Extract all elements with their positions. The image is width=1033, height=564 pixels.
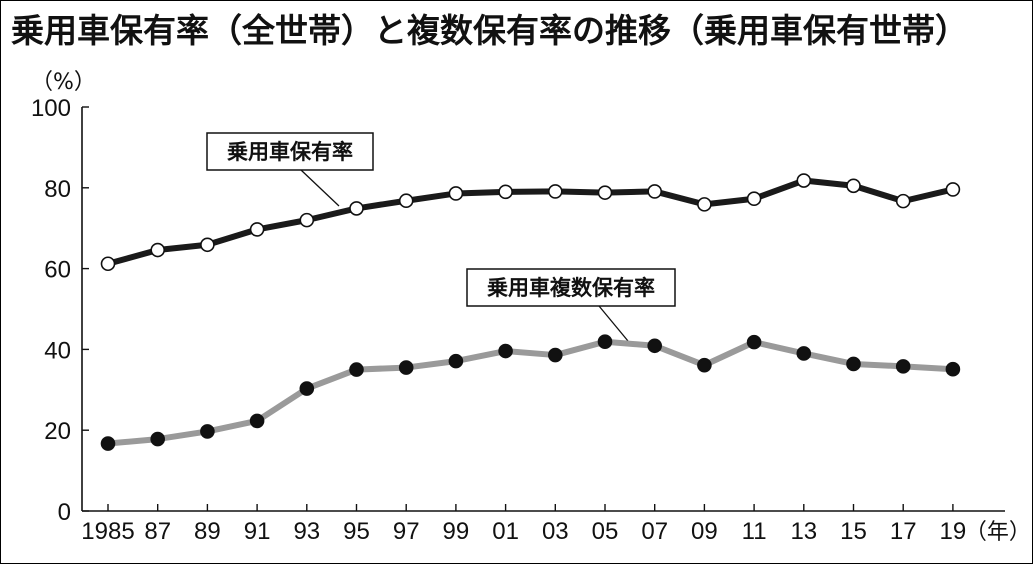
x-tick-label: 01 [492, 518, 519, 545]
x-tick-label: 17 [890, 518, 917, 545]
x-unit-label: （年） [965, 520, 1031, 545]
x-tick-label: 95 [343, 518, 370, 545]
multiple-ownership-rate-label: 乗用車複数保有率 [487, 276, 655, 300]
data-point-series-2 [945, 361, 961, 377]
ownership-rate-label-box [206, 132, 374, 171]
data-point-series-2 [647, 338, 663, 354]
y-tick-label: 0 [58, 499, 71, 526]
x-tick-label: 93 [293, 518, 320, 545]
data-point-series-1 [697, 197, 712, 212]
data-point-series-1 [597, 185, 613, 200]
chart-title: 乗用車保有率（全世帯）と複数保有率の推移（乗用車保有世帯） [11, 11, 968, 50]
data-point-series-2 [249, 413, 265, 429]
data-point-series-2 [349, 362, 364, 377]
x-tick-label: 19 [940, 518, 967, 545]
data-point-series-2 [547, 347, 563, 363]
x-tick-label: 03 [542, 518, 569, 545]
y-unit-label: （%） [31, 70, 96, 95]
data-point-series-2 [597, 334, 613, 350]
data-point-series-1 [100, 256, 116, 272]
data-point-series-2 [746, 334, 762, 350]
data-point-series-1 [647, 184, 663, 199]
data-point-series-1 [299, 212, 315, 228]
x-tick-label: 07 [641, 518, 668, 545]
x-tick-label: 13 [790, 518, 817, 545]
data-point-series-2 [796, 346, 812, 361]
data-point-series-1 [547, 184, 563, 199]
data-point-series-1 [945, 182, 961, 197]
y-tick-label: 40 [44, 337, 71, 364]
data-point-series-2 [846, 356, 861, 372]
data-point-series-1 [398, 193, 414, 209]
data-point-series-2 [398, 360, 414, 375]
y-tick-label: 80 [44, 176, 71, 203]
multiple-ownership-rate-label-box [466, 268, 676, 307]
data-point-series-2 [498, 343, 513, 359]
y-tick-label: 60 [44, 257, 71, 284]
data-point-series-2 [895, 359, 911, 374]
x-tick-label: 91 [244, 518, 271, 545]
x-tick-label: 15 [840, 518, 867, 545]
data-point-series-1 [200, 237, 215, 253]
y-tick-label: 100 [31, 95, 71, 122]
data-point-series-1 [448, 186, 464, 201]
data-point-series-1 [895, 193, 911, 209]
data-point-series-2 [200, 424, 215, 439]
data-point-series-1 [746, 191, 762, 207]
data-point-series-1 [150, 242, 165, 258]
data-point-series-2 [448, 353, 464, 369]
ownership-rate-label: 乗用車保有率 [227, 140, 353, 164]
data-point-series-2 [150, 431, 165, 447]
data-point-series-2 [299, 381, 315, 396]
x-tick-label: 11 [742, 518, 767, 545]
x-tick-label: 97 [393, 518, 420, 545]
x-tick-label: 1985 [81, 518, 134, 545]
x-tick-label: 87 [144, 518, 171, 545]
x-tick-label: 05 [592, 518, 619, 545]
x-tick-label: 99 [443, 518, 470, 545]
data-point-series-2 [100, 436, 116, 451]
data-point-series-1 [249, 222, 265, 237]
data-point-series-1 [498, 184, 513, 200]
x-tick-label: 09 [691, 518, 718, 545]
data-point-series-1 [846, 178, 861, 194]
leader-line [300, 169, 340, 207]
series-line-1 [105, 177, 956, 267]
series-line-2 [105, 338, 956, 447]
x-tick-label: 89 [194, 518, 221, 545]
data-point-series-1 [349, 201, 364, 216]
y-tick-label: 20 [44, 418, 71, 445]
data-point-series-2 [697, 357, 712, 373]
leader-line [598, 305, 629, 342]
data-point-series-1 [796, 173, 812, 188]
